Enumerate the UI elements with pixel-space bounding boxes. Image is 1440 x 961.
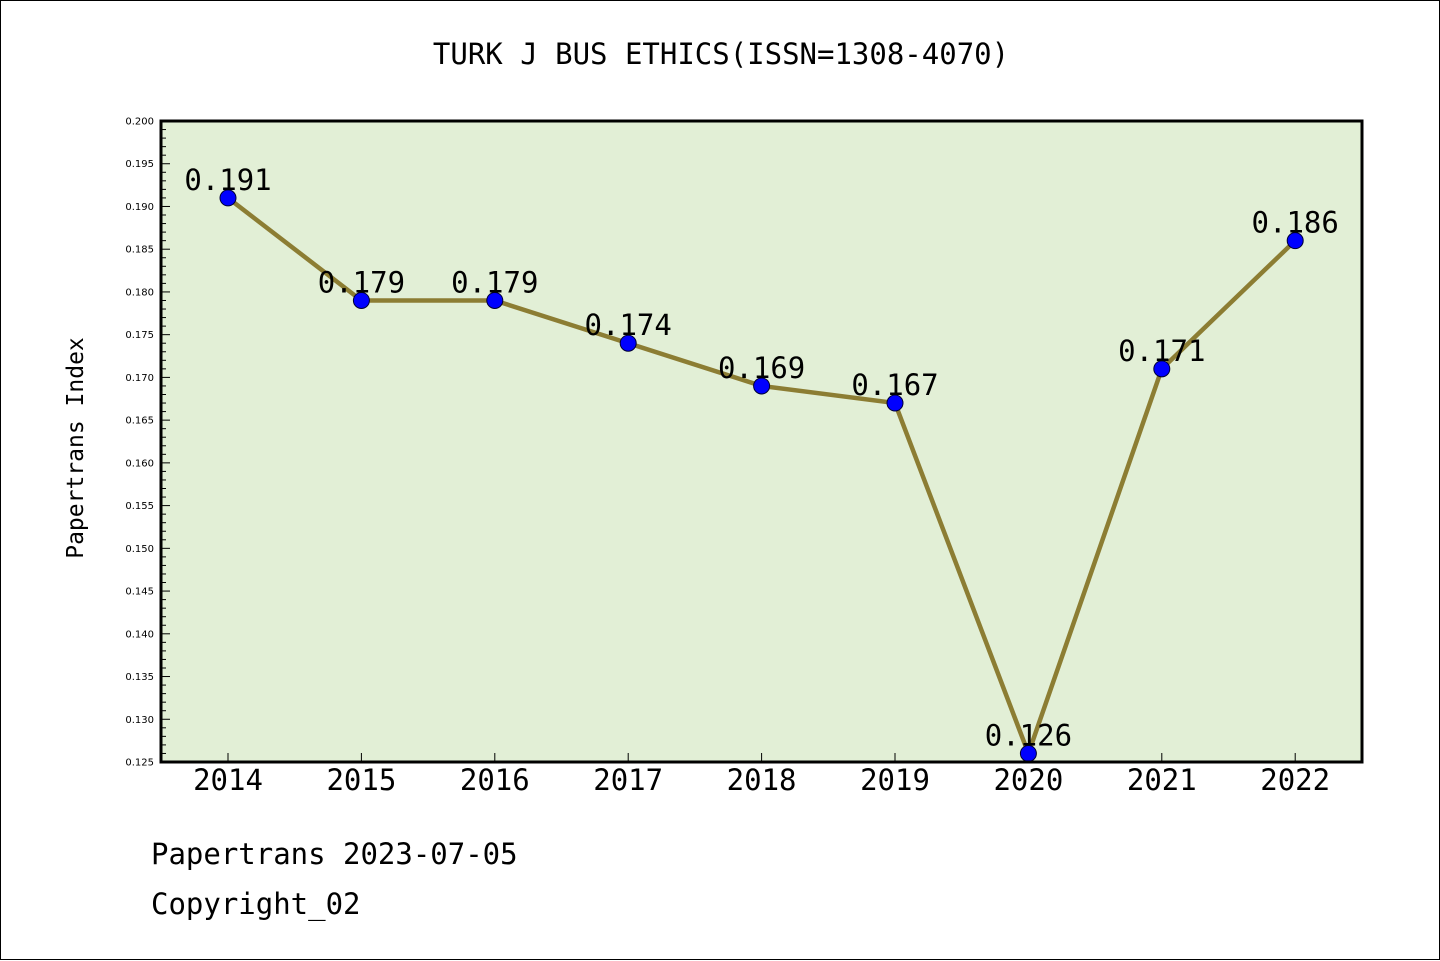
x-tick-label: 2015 <box>326 763 396 797</box>
y-tick-label: 0.160 <box>125 458 154 469</box>
chart-title: TURK J BUS ETHICS(ISSN=1308-4070) <box>432 37 1010 71</box>
x-tick-label: 2022 <box>1260 763 1330 797</box>
y-tick-label: 0.140 <box>125 629 154 640</box>
y-tick-label: 0.150 <box>125 544 154 555</box>
data-label: 0.186 <box>1252 206 1339 240</box>
y-tick-label: 0.170 <box>125 373 154 384</box>
y-tick-label: 0.190 <box>125 202 154 213</box>
data-label: 0.167 <box>851 368 938 402</box>
data-label: 0.179 <box>451 265 538 299</box>
y-tick-label: 0.200 <box>125 117 154 128</box>
x-tick-label: 2021 <box>1127 763 1197 797</box>
data-point <box>352 291 370 309</box>
y-tick-label: 0.180 <box>125 287 154 298</box>
x-tick-label: 2019 <box>860 763 930 797</box>
data-point <box>219 189 237 207</box>
y-tick-label: 0.185 <box>125 245 154 256</box>
footer-date: 2023-07-05 <box>343 837 518 871</box>
y-tick-label: 0.125 <box>125 758 154 769</box>
plot-area <box>161 121 1362 762</box>
data-label: 0.179 <box>318 265 405 299</box>
footer-copyright: Copyright_02 <box>151 887 361 921</box>
data-label: 0.169 <box>718 351 805 385</box>
footer-source: Papertrans <box>151 837 326 871</box>
data-label: 0.126 <box>985 718 1072 752</box>
data-point <box>486 291 504 309</box>
y-tick-label: 0.165 <box>125 416 154 427</box>
y-tick-label: 0.145 <box>125 587 154 598</box>
data-point <box>886 394 904 412</box>
y-tick-label: 0.175 <box>125 330 154 341</box>
data-point <box>619 334 637 352</box>
y-tick-label: 0.195 <box>125 159 154 170</box>
y-tick-label: 0.135 <box>125 672 154 683</box>
plot-frame <box>159 119 1364 764</box>
data-label: 0.174 <box>585 308 672 342</box>
x-tick-label: 2017 <box>593 763 663 797</box>
x-axis: 2014 2015 2016 2017 2018 2019 2020 2021 2022 <box>193 753 1330 797</box>
x-tick-label: 2020 <box>993 763 1063 797</box>
series-layer: 0.191 0.179 0.179 0.174 0.169 0.167 0.126 0.171… <box>184 163 1339 762</box>
x-tick-label: 2014 <box>193 763 263 797</box>
footer-source-date: Papertrans 2023-07-05 <box>151 837 535 871</box>
x-tick-label: 2018 <box>727 763 797 797</box>
data-label: 0.191 <box>184 163 271 197</box>
y-tick-label: 0.155 <box>125 501 154 512</box>
y-tick-label: 0.130 <box>125 715 154 726</box>
x-tick-label: 2016 <box>460 763 530 797</box>
data-point <box>753 377 771 395</box>
data-label: 0.171 <box>1118 334 1205 368</box>
data-point <box>1286 232 1304 250</box>
data-point <box>1153 360 1171 378</box>
y-axis: 0.125 0.130 0.135 0.140 0.145 0.150 0.155 0.160… <box>125 117 170 769</box>
